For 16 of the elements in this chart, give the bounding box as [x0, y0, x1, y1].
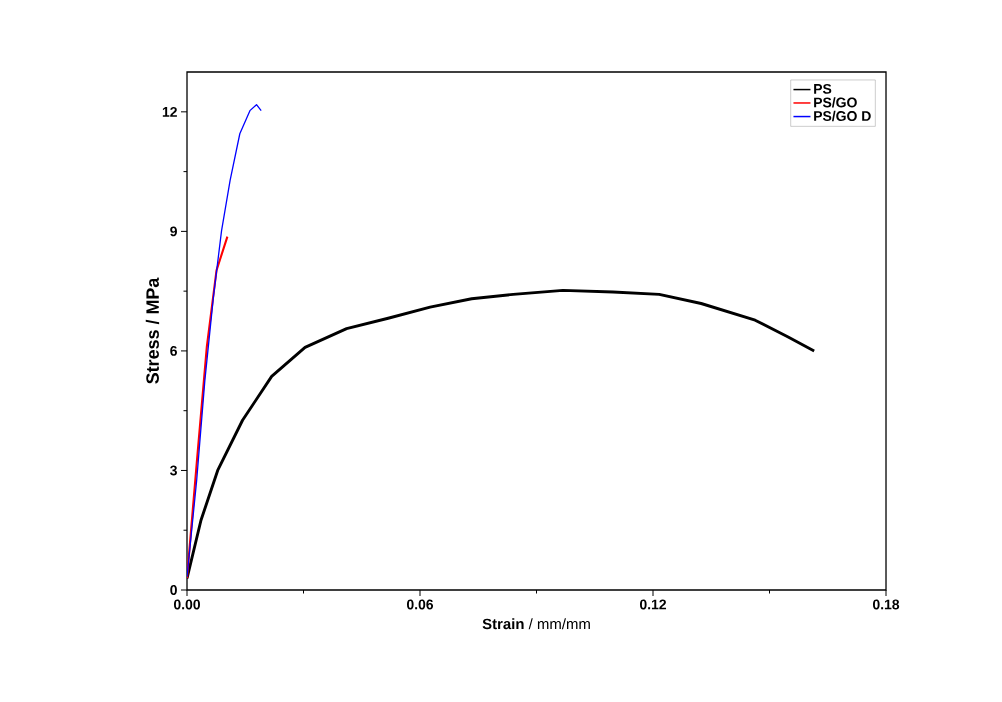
x-tick-label: 0.18 — [872, 599, 900, 610]
y-tick-label: 6 — [170, 345, 177, 356]
y-tick-label: 3 — [170, 465, 177, 476]
y-tick-label: 0 — [170, 585, 177, 595]
x-tick-label: 0.00 — [173, 599, 200, 610]
x-tick-label: 0.12 — [639, 599, 667, 610]
line-series — [187, 235, 229, 580]
y-tick-label: 9 — [170, 226, 177, 237]
x-tick-label: 0.06 — [406, 599, 434, 610]
x-axis-title: Strain / mm/mm — [482, 618, 590, 630]
line-series — [187, 104, 262, 578]
y-tick-label: 12 — [162, 106, 177, 117]
legend-label: PS — [814, 83, 832, 94]
y-axis-title: Stress / MPa — [145, 277, 160, 384]
legend-label: PS/GO — [814, 97, 857, 108]
legend-label: PS/GO D — [814, 110, 871, 122]
